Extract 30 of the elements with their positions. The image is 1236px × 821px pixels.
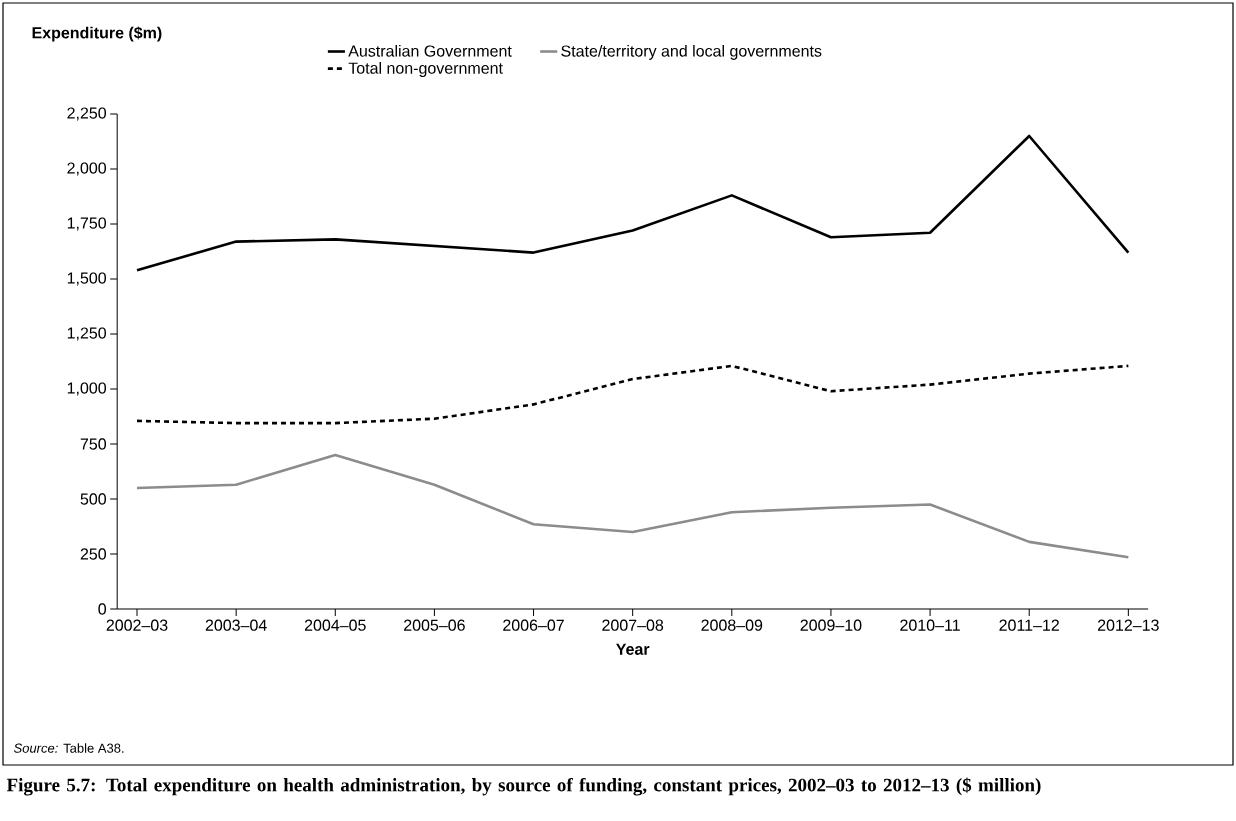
legend-label: Total non-government (348, 62, 503, 77)
x-tick-label: 2012–13 (1097, 619, 1159, 631)
x-axis-title: Year (616, 643, 650, 655)
line-series (135, 453, 1130, 559)
x-tick-label: 2006–07 (503, 619, 564, 631)
y-axis-title: Expenditure ($m) (32, 26, 162, 42)
legend-label: Australian Government (348, 44, 512, 57)
x-tick-label: 2005–06 (404, 619, 465, 631)
x-tick-label: 2004–05 (304, 619, 366, 631)
y-tick-label: 500 (80, 493, 107, 505)
y-tick-label: 2,000 (67, 162, 107, 176)
y-tick-label: 1,000 (67, 382, 107, 396)
x-tick-label: 2010–11 (900, 619, 960, 631)
y-tick-label: 750 (80, 438, 107, 450)
x-tick-label: 2003–04 (205, 619, 267, 631)
y-tick-label: 250 (80, 548, 107, 560)
x-tick-label: 2002–03 (106, 619, 168, 631)
text: Figure 5.7: Total expenditure on health administration, by source of funding, constant prices, 2002–03 to 2012–13 ($ million) (6, 777, 1041, 796)
y-tick-label: 1,750 (67, 217, 107, 231)
y-tick-label: 2,250 (67, 107, 107, 121)
y-tick-label: 1,500 (67, 272, 107, 286)
x-tick-label: 2011–12 (999, 619, 1059, 631)
text: Source: Table A38. (13, 743, 124, 753)
y-tick-label: 0 (98, 603, 107, 615)
x-tick-label: 2008–09 (701, 619, 763, 631)
x-tick-label: 2007–08 (602, 619, 664, 631)
y-tick-label: 1,250 (67, 327, 107, 341)
line-series (135, 364, 1130, 425)
legend-label: State/territory and local governments (561, 44, 822, 60)
x-tick-label: 2009–10 (800, 619, 862, 631)
